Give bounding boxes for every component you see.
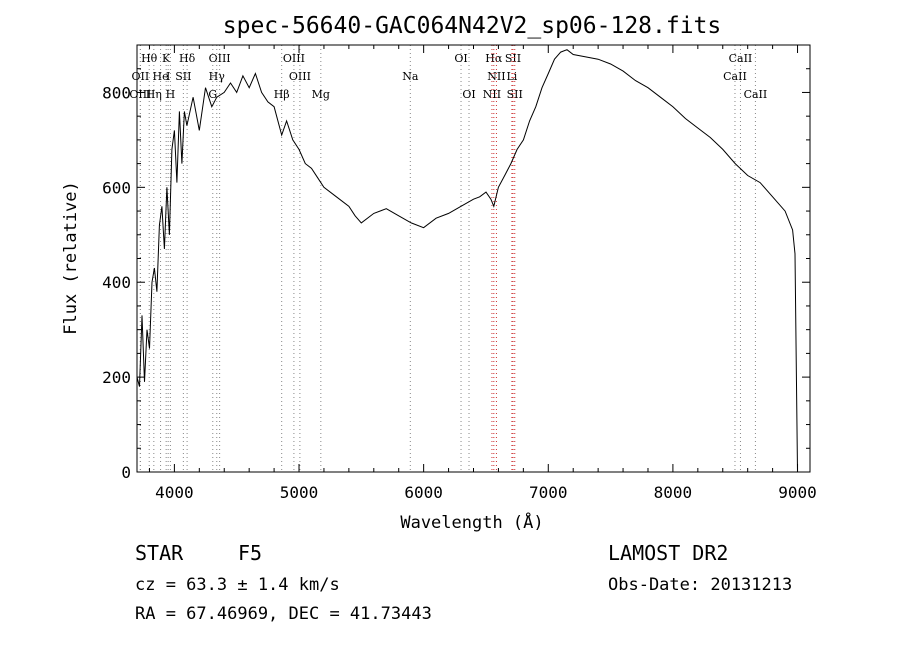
spectrum-series-line xyxy=(136,49,798,473)
spectral-line-label: G xyxy=(208,88,217,101)
spectral-line-label: OIII xyxy=(209,52,231,65)
axis-ticks: 4000 5000 6000 7000 8000 9000 0 200 400 600 800 xyxy=(102,44,817,502)
x-tick-label: 7000 xyxy=(529,483,568,502)
y-tick-label: 400 xyxy=(102,273,131,292)
y-tick-label: 800 xyxy=(102,83,131,102)
spectral-line-label: SII xyxy=(505,52,521,65)
y-tick-label: 200 xyxy=(102,368,131,387)
x-axis-label: Wavelength (Å) xyxy=(400,511,543,533)
spectral-line-label: Na xyxy=(402,70,419,83)
coordinates-readout: RA = 67.46969, DEC = 41.73443 xyxy=(135,604,432,624)
y-tick-label: 0 xyxy=(121,463,131,482)
spectral-line-label: I xyxy=(166,70,170,83)
chart-title: spec-56640-GAC064N42V2_sp06-128.fits xyxy=(223,13,722,39)
observation-date: Obs-Date: 20131213 xyxy=(608,575,793,595)
spectral-line-label: Hα xyxy=(485,52,503,65)
x-tick-label: 4000 xyxy=(155,483,194,502)
spectral-line-label: OIII xyxy=(283,52,305,65)
spectral-line-label: CaII xyxy=(729,52,753,65)
x-tick-label: 9000 xyxy=(778,483,817,502)
y-tick-label: 600 xyxy=(102,178,131,197)
spectral-line-label: Li xyxy=(506,70,517,83)
spectral-line-label: H xyxy=(166,88,176,101)
spectral-line-label: NII xyxy=(487,70,505,83)
spectral-line-label: SII xyxy=(175,70,191,83)
spectral-line-label: OI xyxy=(454,52,467,65)
object-class: STAR xyxy=(135,541,184,565)
spectral-line-label: SII xyxy=(507,88,523,101)
spectral-line-label: OI xyxy=(462,88,475,101)
x-tick-label: 8000 xyxy=(654,483,693,502)
spectral-line-label: Hθ xyxy=(141,52,158,65)
spectral-line-label: He xyxy=(153,70,169,83)
spectral-line-label: K xyxy=(162,52,171,65)
spectral-line-label: Hγ xyxy=(209,70,226,83)
spectral-line-label: OIII xyxy=(289,70,311,83)
spectral-line-label: Mg xyxy=(312,88,330,101)
y-axis-label: Flux (relative) xyxy=(61,181,81,335)
axes-frame xyxy=(136,44,811,473)
spectral-line-label: OIII xyxy=(129,88,151,101)
x-tick-label: 5000 xyxy=(280,483,319,502)
spectral-line-label: Hδ xyxy=(179,52,196,65)
spectral-line-label: CaII xyxy=(723,70,747,83)
spectral-line-label: Hβ xyxy=(274,88,290,101)
survey-name: LAMOST DR2 xyxy=(608,541,729,565)
spectral-line-label: Hη xyxy=(146,88,162,101)
x-tick-label: 6000 xyxy=(404,483,443,502)
spectral-line-label: OII xyxy=(132,70,150,83)
spectral-line-label: NII xyxy=(483,88,501,101)
redshift-readout: cz = 63.3 ± 1.4 km/s xyxy=(135,575,340,595)
spectral-line-label: CaII xyxy=(744,88,768,101)
object-subclass: F5 xyxy=(238,541,263,565)
